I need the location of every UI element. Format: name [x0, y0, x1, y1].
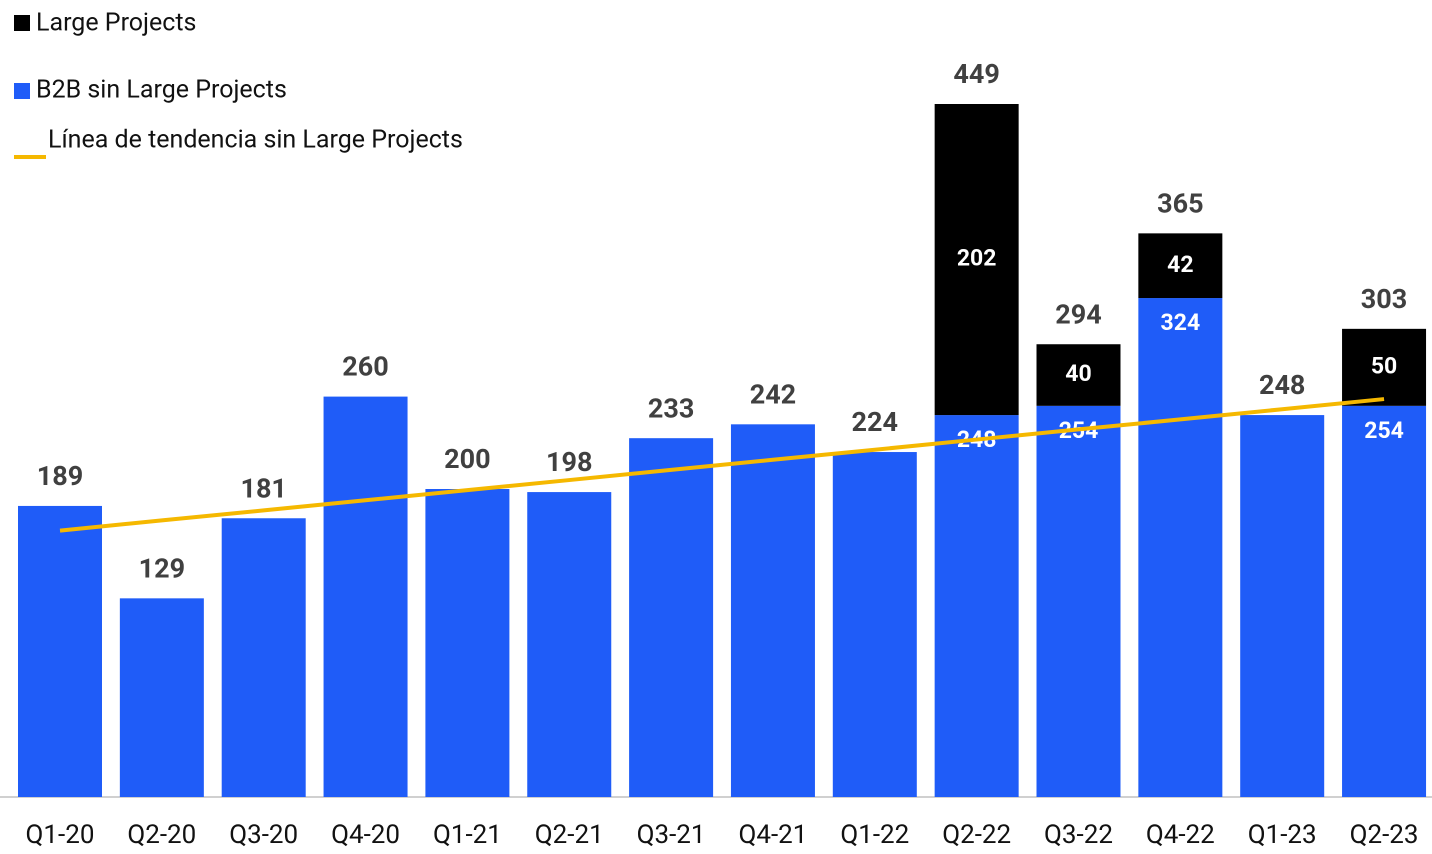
x-tick-label: Q3-20	[229, 820, 298, 850]
bar-segment	[18, 505, 102, 797]
x-tick-label: Q1-23	[1248, 820, 1317, 850]
value-label: 202	[957, 245, 997, 272]
value-label: 248	[1259, 369, 1305, 401]
x-tick-label: Q4-22	[1146, 820, 1215, 850]
bar-segment	[832, 452, 917, 797]
x-tick-label: Q1-22	[840, 820, 909, 850]
x-tick-label: Q3-21	[637, 820, 706, 850]
bar-segment	[934, 104, 1019, 416]
legend-swatch	[14, 83, 30, 99]
value-label: 181	[240, 472, 286, 504]
bar-segment	[119, 598, 204, 797]
value-label: 50	[1371, 352, 1397, 379]
legend-label: B2B sin Large Projects	[36, 76, 287, 105]
legend-swatch	[14, 15, 30, 31]
trend-line	[59, 397, 1385, 533]
bar-segment	[730, 424, 815, 797]
x-tick-label: Q1-20	[26, 820, 95, 850]
legend-label: Línea de tendencia sin Large Projects	[48, 126, 463, 155]
value-label: 233	[648, 392, 694, 424]
total-label: 294	[1055, 298, 1101, 330]
x-tick-label: Q3-22	[1044, 820, 1113, 850]
bar-segment	[221, 518, 306, 797]
value-label: 42	[1167, 251, 1193, 278]
bar-segment	[425, 489, 510, 797]
value-label: 129	[139, 552, 185, 584]
bar-segment	[1342, 405, 1427, 797]
total-label: 365	[1157, 187, 1203, 219]
x-tick-label: Q2-22	[942, 820, 1011, 850]
x-tick-label: Q4-20	[331, 820, 400, 850]
legend-label: Large Projects	[36, 9, 196, 38]
total-label: 303	[1361, 283, 1407, 315]
bar-segment	[1138, 298, 1223, 797]
bar-segment	[1036, 405, 1121, 797]
value-label: 189	[37, 460, 83, 492]
x-tick-label: Q2-20	[127, 820, 196, 850]
total-label: 449	[953, 58, 999, 90]
bar-segment	[1138, 233, 1223, 299]
value-label: 260	[342, 351, 388, 383]
value-label: 224	[852, 406, 898, 438]
bar-segment	[323, 396, 408, 797]
value-label: 254	[1364, 417, 1404, 444]
x-tick-label: Q1-21	[433, 820, 502, 850]
bar-segment	[1240, 415, 1325, 797]
value-label: 242	[750, 378, 796, 410]
bar-segment	[527, 492, 612, 797]
bar-segment	[1342, 328, 1427, 406]
x-tick-label: Q4-21	[738, 820, 807, 850]
value-label: 40	[1065, 360, 1091, 387]
bar-segment	[934, 415, 1019, 797]
bar-segment	[1036, 344, 1121, 406]
bar-segment	[629, 438, 714, 797]
x-tick-label: Q2-21	[535, 820, 604, 850]
value-label: 198	[546, 446, 592, 478]
x-tick-label: Q2-23	[1350, 820, 1419, 850]
value-label: 200	[444, 443, 490, 475]
value-label: 324	[1161, 309, 1201, 336]
